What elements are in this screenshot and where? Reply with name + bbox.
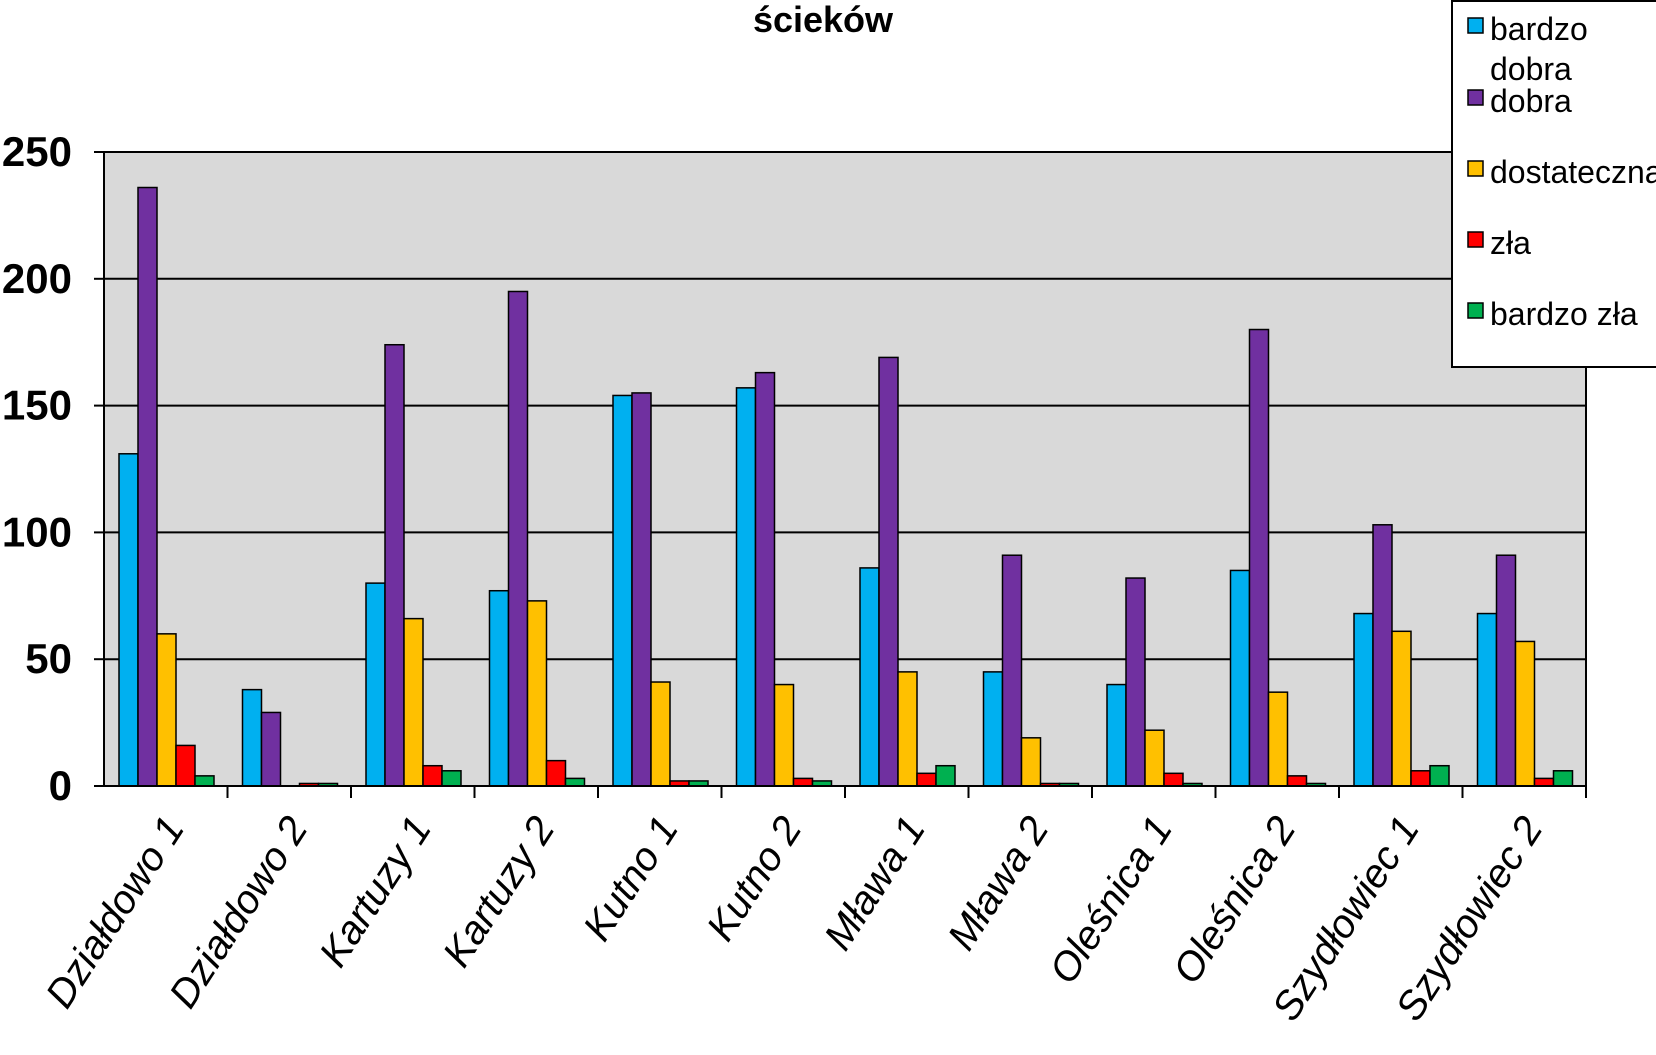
bar [1552, 770, 1574, 787]
chart-title: ścieków [753, 0, 894, 40]
bar [612, 394, 633, 787]
bars [118, 186, 1574, 787]
legend-label: dobra [1490, 83, 1572, 119]
bar [878, 356, 899, 787]
bar [1353, 612, 1374, 787]
bar [650, 681, 671, 787]
bar [241, 688, 263, 787]
bar [1125, 577, 1146, 787]
plot-area [103, 151, 1587, 787]
bar [384, 343, 405, 787]
bar [1163, 772, 1184, 787]
y-tick-label: 0 [49, 762, 72, 809]
x-tick-label: Kartuzy 2 [435, 809, 564, 975]
bar [260, 711, 282, 787]
bar [507, 290, 529, 787]
bar [1429, 764, 1450, 787]
x-tick-label: Mława 2 [940, 809, 1058, 958]
bar [897, 671, 918, 787]
bar [859, 567, 880, 787]
bar [754, 371, 776, 787]
legend-box [1451, 0, 1656, 368]
legend-label: zła [1490, 225, 1531, 261]
bar [735, 387, 757, 787]
bar [1267, 691, 1289, 787]
legend-swatch [1467, 302, 1484, 319]
bar [403, 617, 424, 787]
bar [1144, 729, 1165, 787]
bar [1533, 777, 1555, 787]
x-tick-label: Mława 1 [816, 809, 934, 958]
bar [916, 772, 937, 787]
legend-label: bardzo zła [1490, 296, 1638, 332]
bar [1286, 775, 1308, 787]
bar [137, 186, 158, 787]
y-tick-label: 100 [2, 508, 72, 555]
legend-swatch [1467, 17, 1484, 34]
bar [773, 683, 795, 787]
bar [935, 764, 956, 787]
bar [1410, 770, 1431, 787]
bar [1391, 630, 1412, 787]
legend-swatch [1467, 231, 1484, 248]
bar [792, 777, 814, 787]
y-tick-label: 200 [2, 255, 72, 302]
bar [631, 392, 652, 787]
bar [118, 453, 139, 787]
bar [1001, 554, 1023, 787]
bar [564, 777, 586, 787]
y-tick-label: 150 [2, 382, 72, 429]
bar [1495, 554, 1517, 787]
legend-label: bardzo dobra [1490, 11, 1588, 87]
x-tick-label: Kutno 1 [575, 809, 687, 949]
y-tick-label: 250 [2, 128, 72, 175]
bar [1372, 524, 1393, 787]
bar [365, 582, 386, 787]
bar [194, 775, 215, 787]
bar [545, 759, 567, 787]
bar [175, 744, 196, 787]
bar [488, 589, 510, 787]
bar [1106, 683, 1127, 787]
bar [1229, 569, 1251, 787]
bar [156, 633, 177, 787]
legend-label: dostateczna [1490, 154, 1656, 190]
y-axis-ticks: 0 50 100 150 200 250 [2, 128, 104, 809]
bar [982, 671, 1004, 787]
x-tick-label: Kartuzy 1 [311, 809, 440, 975]
bar [526, 600, 548, 787]
bar [1248, 328, 1270, 787]
bar [441, 770, 462, 787]
legend-swatch [1467, 89, 1484, 106]
bar [1020, 737, 1042, 787]
y-tick-label: 50 [25, 635, 72, 682]
bar [1514, 640, 1536, 787]
x-tick-label: Oleśnica 2 [1165, 809, 1305, 991]
legend-swatch [1467, 160, 1484, 177]
bar [1476, 612, 1498, 787]
bar [422, 764, 443, 787]
grid-lines [104, 277, 1586, 661]
x-tick-label: Oleśnica 1 [1041, 809, 1181, 991]
x-tick-label: Kutno 2 [699, 809, 811, 949]
